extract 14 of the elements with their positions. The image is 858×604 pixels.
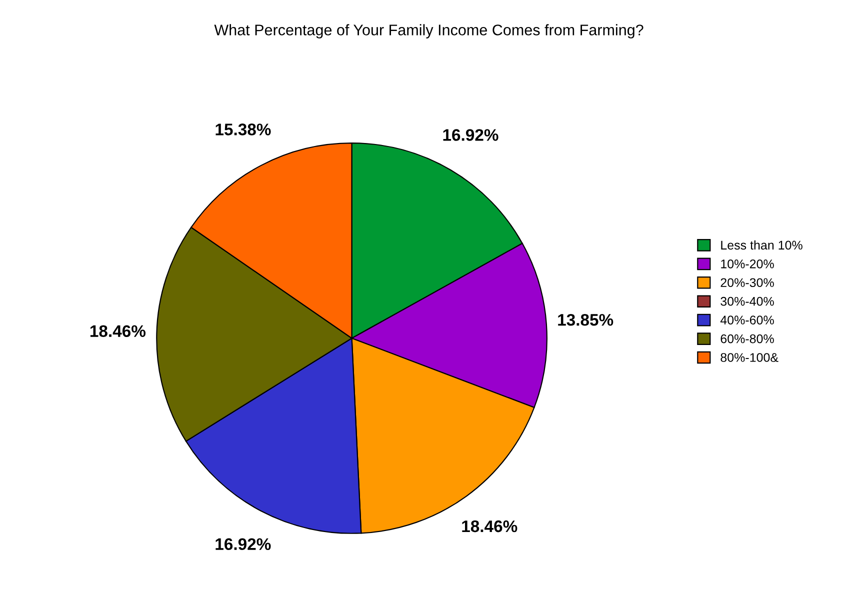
legend-label: 60%-80% <box>720 334 774 344</box>
legend-label: 30%-40% <box>720 296 774 306</box>
legend-label: 40%-60% <box>720 316 774 324</box>
legend-label: Less than 10% <box>721 240 802 250</box>
data-label: 16.92% <box>216 538 271 550</box>
legend-label: 80%-100& <box>720 353 778 362</box>
legend-label: 10%-20% <box>721 259 774 268</box>
data-label: 15.38% <box>216 124 271 136</box>
chart-title: What Percentage of Your Family Income Comes from Farming? <box>214 24 644 38</box>
legend-label: 20%-30% <box>720 278 774 288</box>
data-label: 18.46% <box>90 325 146 338</box>
data-label: 16.92% <box>443 129 498 141</box>
data-label: 13.85% <box>558 314 614 326</box>
data-label: 18.46% <box>462 520 518 532</box>
